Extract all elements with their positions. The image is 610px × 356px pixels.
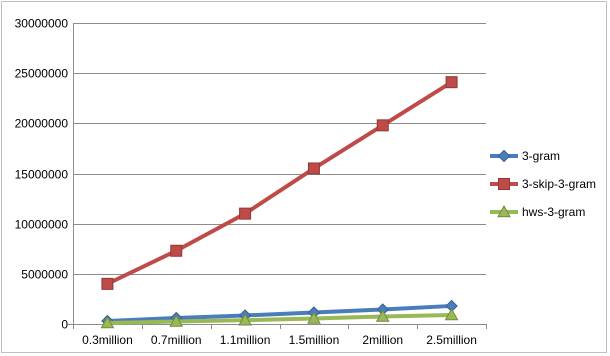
y-tick-label: 20000000 <box>15 117 69 131</box>
x-tick-label: 0.7million <box>151 333 202 347</box>
legend-item: hws-3-gram <box>490 204 585 219</box>
y-tick-label: 25000000 <box>15 67 69 81</box>
legend-label: 3-skip-3-gram <box>522 177 596 191</box>
legend: 3-gram 3-skip-3-gram hws-3-gram <box>490 149 596 219</box>
legend-label: hws-3-gram <box>522 205 585 219</box>
data-point <box>307 162 320 175</box>
series-3-skip-3-gram <box>101 76 458 290</box>
data-point <box>445 76 458 89</box>
x-tick-label: 1.1million <box>220 333 271 347</box>
data-point <box>375 309 390 322</box>
y-tick-label: 5000000 <box>21 268 68 282</box>
data-point <box>238 313 252 326</box>
data-point <box>307 311 321 324</box>
x-tick-label: 2.5million <box>426 333 477 347</box>
legend-swatch-marker <box>497 149 511 163</box>
x-tick-label: 0.3million <box>82 333 133 347</box>
legend-item: 3-skip-3-gram <box>490 177 596 191</box>
gridlines <box>73 23 486 275</box>
data-point <box>239 207 252 220</box>
data-point <box>169 314 184 327</box>
data-point <box>444 307 459 321</box>
y-tick-label: 10000000 <box>15 218 69 232</box>
y-tick-label: 30000000 <box>15 17 69 31</box>
legend-item: 3-gram <box>490 149 560 163</box>
legend-swatch-marker <box>498 178 510 190</box>
x-tick-label: 2million <box>362 333 403 347</box>
x-tick-label: 1.5million <box>289 333 340 347</box>
series-line <box>105 303 454 323</box>
series-lines <box>100 76 459 329</box>
legend-swatch-marker <box>497 204 511 218</box>
series-hws-3-gram <box>100 307 459 329</box>
y-tick-label: 0 <box>61 318 68 332</box>
data-point <box>170 244 183 257</box>
data-point <box>100 315 115 329</box>
data-point <box>376 119 389 132</box>
legend-label: 3-gram <box>522 149 560 163</box>
axes: 0 5000000 10000000 15000000 20000000 25000000… <box>15 17 487 347</box>
y-tick-label: 15000000 <box>15 168 69 182</box>
series-line <box>105 312 454 325</box>
series-line <box>105 80 454 286</box>
data-point <box>101 277 114 290</box>
